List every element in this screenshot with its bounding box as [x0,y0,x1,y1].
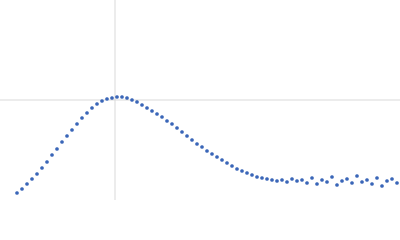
data-point [260,176,264,180]
data-point [295,179,299,183]
data-point [110,96,114,100]
data-point [70,128,74,132]
data-point [350,181,354,185]
data-point [170,122,174,126]
data-point [185,134,189,138]
data-point [15,191,19,195]
data-point [280,178,284,182]
data-point [270,178,274,182]
data-point [390,177,394,181]
data-point [40,166,44,170]
data-point [220,158,224,162]
data-point [65,134,69,138]
data-point [335,183,339,187]
data-point [380,184,384,188]
data-point [140,103,144,107]
data-point [60,140,64,144]
data-point [145,106,149,110]
data-point [80,116,84,120]
data-point [205,149,209,153]
data-point [235,167,239,171]
data-point [300,178,304,182]
data-point [45,160,49,164]
data-point [30,177,34,181]
data-point [175,126,179,130]
data-point [20,187,24,191]
data-point [125,96,129,100]
data-point [215,155,219,159]
data-point [115,95,119,99]
data-point [210,152,214,156]
data-point [345,177,349,181]
data-point [180,130,184,134]
data-point [330,175,334,179]
data-point [275,179,279,183]
data-point [230,164,234,168]
data-point [315,182,319,186]
data-point [105,97,109,101]
data-point [75,122,79,126]
data-point [365,178,369,182]
data-point [25,182,29,186]
data-point [200,145,204,149]
data-point [355,174,359,178]
chart [0,0,400,200]
data-point [165,119,169,123]
data-point [265,177,269,181]
data-point [85,111,89,115]
data-point [305,181,309,185]
data-point [135,100,139,104]
data-point [290,177,294,181]
data-point [225,161,229,165]
data-point [375,176,379,180]
data-point [370,182,374,186]
data-point [385,179,389,183]
data-point [155,112,159,116]
data-point [250,173,254,177]
data-point [325,180,329,184]
data-point [240,169,244,173]
data-point [90,106,94,110]
data-point [55,147,59,151]
data-point [130,98,134,102]
data-point [285,180,289,184]
data-point [195,142,199,146]
data-point [120,95,124,99]
data-point [255,175,259,179]
data-point [310,176,314,180]
data-point [245,171,249,175]
data-point [340,179,344,183]
data-point [320,178,324,182]
data-point [395,181,399,185]
data-point [150,109,154,113]
data-point [160,115,164,119]
data-point [95,102,99,106]
data-point [360,180,364,184]
data-point [100,99,104,103]
data-point [190,138,194,142]
data-point [35,172,39,176]
data-point [50,153,54,157]
